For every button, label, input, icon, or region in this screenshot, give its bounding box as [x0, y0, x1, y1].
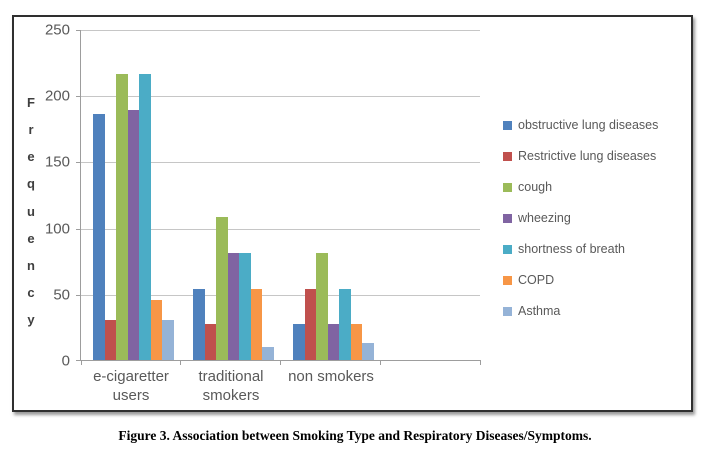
figure-caption-number: Figure 3.: [118, 428, 170, 443]
legend-item-cough: cough: [503, 180, 658, 194]
y-tick-mark: [76, 228, 81, 230]
bar-copd: [250, 288, 263, 360]
x-category-label-line: smokers: [202, 386, 260, 404]
bar-asthma: [362, 342, 375, 360]
y-axis-title-letter: n: [27, 257, 35, 273]
y-axis-title-letter: e: [27, 149, 35, 165]
bar-restrictive-lung-diseases: [104, 320, 117, 360]
legend-swatch-icon: [503, 213, 512, 223]
x-tick-mark: [280, 360, 281, 365]
legend-label: COPD: [518, 273, 555, 287]
y-tick-mark: [76, 294, 81, 296]
bar-group-2: [193, 217, 275, 360]
legend-swatch-icon: [503, 120, 512, 130]
legend-swatch-icon: [503, 275, 512, 285]
legend-item-copd: COPD: [503, 273, 658, 287]
bar-asthma: [262, 346, 275, 360]
bar-obstructive-lung-diseases: [93, 113, 105, 360]
bar-obstructive-lung-diseases: [293, 324, 305, 360]
bar-shortness-of-breath: [139, 74, 151, 360]
y-tick-mark: [76, 30, 81, 31]
bar-wheezing: [227, 252, 240, 360]
legend-label: Restrictive lung diseases: [518, 149, 657, 163]
y-axis-title-letter: q: [27, 176, 35, 192]
figure-caption-text: Association between Smoking Type and Res…: [169, 428, 592, 443]
y-tick-label: 250: [44, 21, 70, 39]
plot-area: 250 200 150 100 50 0 e-cigaretter users traditio…: [45, 22, 481, 404]
gridline-y-200: [81, 96, 480, 98]
x-category-label: traditional smokers: [181, 368, 281, 406]
legend-swatch-icon: [503, 182, 512, 192]
legend-label: obstructive lung diseases: [518, 118, 659, 132]
x-tick-mark: [180, 360, 181, 365]
y-tick-label: 150: [44, 153, 70, 171]
y-tick-mark: [76, 360, 81, 361]
gridline-y-250: [81, 30, 480, 31]
y-axis-title-letter: e: [27, 230, 35, 246]
y-tick-label: 100: [44, 220, 70, 238]
bar-wheezing: [127, 109, 140, 360]
legend-label: wheezing: [518, 211, 571, 225]
bar-group-3: [293, 252, 375, 360]
bar-wheezing: [327, 324, 340, 360]
legend-label: shortness of breath: [518, 242, 626, 256]
figure-caption: Figure 3. Association between Smoking Ty…: [0, 428, 710, 444]
x-tick-mark: [480, 360, 481, 365]
bar-restrictive-lung-diseases: [304, 288, 317, 360]
x-category-label-line: users: [112, 386, 150, 404]
y-tick-label: 50: [53, 286, 70, 304]
bar-copd: [350, 324, 363, 360]
legend-item-shortness-of-breath: shortness of breath: [503, 242, 658, 256]
legend-item-asthma: Asthma: [503, 304, 658, 318]
y-tick-mark: [76, 96, 81, 98]
bar-copd: [150, 300, 163, 360]
legend-label: cough: [518, 180, 553, 194]
y-tick-label: 200: [44, 87, 70, 105]
bar-shortness-of-breath: [239, 252, 251, 360]
y-axis-title-letter: F: [27, 95, 35, 110]
y-tick-mark: [76, 162, 81, 164]
y-axis-title-letter: r: [28, 122, 34, 138]
gridline-y-100: [81, 228, 480, 230]
gridline-y-50: [81, 294, 480, 296]
y-axis-title-letter: u: [27, 203, 35, 219]
bar-obstructive-lung-diseases: [193, 288, 205, 360]
legend-label: Asthma: [518, 304, 561, 318]
legend-item-restrictive-lung-diseases: Restrictive lung diseases: [503, 149, 658, 163]
x-category-label-line: e-cigaretter: [93, 368, 169, 385]
bar-group-1: [93, 74, 175, 360]
legend: obstructive lung diseases Restrictive lun…: [503, 118, 658, 318]
bar-shortness-of-breath: [339, 288, 351, 360]
gridline-y-150: [81, 162, 480, 164]
bar-asthma: [162, 320, 175, 360]
x-category-label-line: traditional: [198, 368, 264, 385]
legend-item-wheezing: wheezing: [503, 211, 658, 225]
bar-cough: [116, 74, 128, 360]
x-tick-mark: [380, 360, 381, 365]
bar-cough: [316, 252, 328, 360]
y-tick-label: 0: [61, 352, 70, 370]
x-category-label: non smokers: [281, 368, 381, 387]
legend-item-obstructive-lung-diseases: obstructive lung diseases: [503, 118, 658, 132]
bar-restrictive-lung-diseases: [204, 324, 217, 360]
legend-swatch-icon: [503, 306, 512, 316]
y-axis-title-letter: c: [27, 284, 35, 300]
y-axis-title-letter: y: [27, 312, 35, 327]
bar-cough: [216, 217, 228, 360]
x-tick-mark: [81, 360, 82, 365]
legend-swatch-icon: [503, 244, 512, 254]
x-category-label-line: non smokers: [288, 368, 374, 385]
legend-swatch-icon: [503, 151, 512, 161]
x-category-label: e-cigaretter users: [81, 368, 181, 406]
